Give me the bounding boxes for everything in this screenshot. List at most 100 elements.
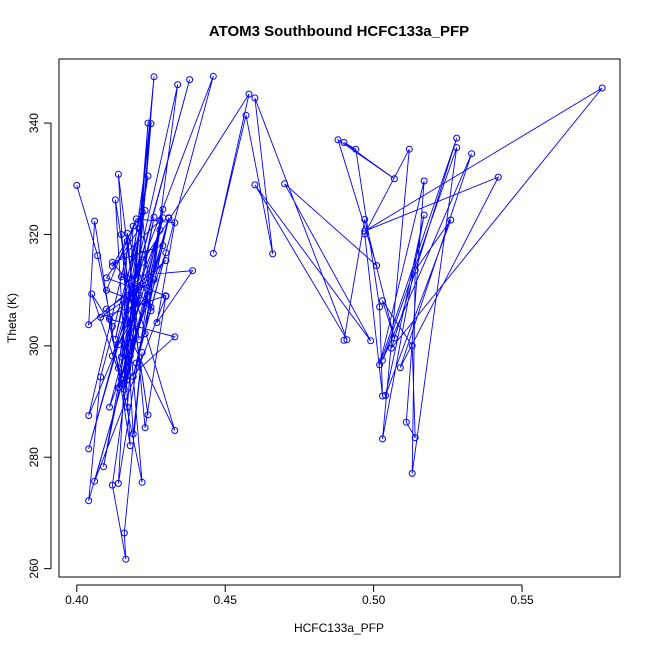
- data-point: [91, 217, 99, 225]
- data-point: [379, 392, 386, 400]
- data-point: [135, 336, 143, 344]
- data-point: [103, 274, 110, 282]
- data-point: [156, 226, 164, 234]
- data-point: [411, 434, 419, 442]
- data-point: [129, 373, 137, 380]
- data-point: [405, 145, 413, 153]
- data-point: [162, 257, 170, 265]
- data-point: [334, 136, 342, 144]
- data-point: [340, 139, 348, 146]
- data-point: [106, 315, 113, 323]
- x-tick-label: 0.45: [214, 593, 238, 607]
- data-point: [97, 313, 105, 321]
- data-point: [408, 342, 416, 350]
- data-point: [138, 349, 146, 356]
- data-point: [408, 469, 416, 477]
- data-point: [251, 94, 259, 102]
- data-point: [126, 442, 134, 450]
- data-point: [108, 352, 116, 360]
- data-point: [390, 334, 398, 342]
- data-point: [132, 359, 140, 367]
- data-point: [379, 435, 386, 443]
- data-point: [361, 230, 369, 238]
- data-point: [111, 196, 119, 204]
- data-point: [209, 249, 217, 257]
- x-axis-label: HCFC133a_PFP: [294, 621, 384, 635]
- data-point: [376, 303, 384, 311]
- data-point: [376, 361, 384, 369]
- data-point: [361, 215, 369, 223]
- data-point: [141, 207, 149, 214]
- data-point: [138, 251, 146, 258]
- data-point: [129, 222, 137, 230]
- data-point: [144, 172, 152, 180]
- data-point: [135, 291, 143, 299]
- data-point: [103, 286, 110, 294]
- data-point: [147, 307, 155, 315]
- x-tick-label: 0.55: [510, 593, 534, 607]
- data-point: [245, 90, 253, 98]
- data-point: [242, 111, 250, 119]
- data-point: [379, 297, 386, 305]
- data-point: [162, 249, 170, 257]
- data-point: [111, 335, 119, 343]
- data-point: [159, 205, 167, 213]
- data-point: [269, 250, 277, 258]
- data-point: [132, 285, 140, 292]
- data-point: [126, 295, 134, 302]
- data-point: [114, 364, 122, 372]
- x-tick-label: 0.50: [362, 593, 386, 607]
- data-point: [117, 273, 125, 281]
- series-layer: [73, 72, 606, 563]
- data-point: [396, 364, 404, 372]
- x-tick-label: 0.40: [65, 593, 89, 607]
- y-tick-label: 340: [27, 113, 41, 133]
- y-tick-label: 300: [27, 336, 41, 356]
- x-axis: 0.40 0.45 0.50 0.55: [65, 584, 534, 607]
- data-point: [141, 330, 149, 338]
- data-point: [494, 173, 502, 181]
- data-point: [138, 208, 146, 216]
- data-point: [382, 391, 389, 399]
- data-point: [100, 463, 107, 471]
- data-point: [447, 216, 455, 224]
- data-point: [598, 84, 606, 92]
- data-point: [123, 403, 131, 411]
- data-point: [189, 267, 197, 275]
- data-point: [126, 352, 134, 360]
- data-point: [281, 180, 289, 188]
- data-point: [153, 319, 161, 326]
- data-point: [108, 262, 116, 270]
- data-point: [132, 275, 140, 282]
- data-point: [411, 266, 419, 274]
- y-axis-label: Theta (K): [5, 293, 19, 343]
- data-point: [251, 181, 259, 189]
- data-point: [123, 229, 131, 237]
- data-point: [129, 430, 137, 438]
- data-point: [361, 227, 369, 235]
- data-point: [453, 144, 461, 152]
- data-point: [103, 305, 110, 313]
- data-point: [85, 321, 93, 329]
- data-point: [91, 477, 99, 485]
- data-point: [171, 427, 179, 434]
- data-point: [453, 134, 461, 142]
- y-axis: 260 280 300 320 340: [27, 113, 52, 579]
- data-point: [106, 403, 113, 411]
- data-point: [402, 418, 410, 426]
- data-point: [159, 214, 167, 222]
- data-point: [123, 376, 131, 384]
- data-point: [114, 384, 122, 392]
- y-tick-label: 320: [27, 224, 41, 244]
- data-point: [174, 81, 182, 89]
- data-point: [147, 303, 155, 311]
- data-point: [387, 344, 395, 352]
- data-point: [420, 211, 428, 219]
- data-point: [138, 258, 146, 266]
- data-point: [150, 73, 158, 81]
- data-point: [88, 290, 96, 298]
- data-point: [122, 555, 130, 563]
- data-point: [209, 72, 217, 80]
